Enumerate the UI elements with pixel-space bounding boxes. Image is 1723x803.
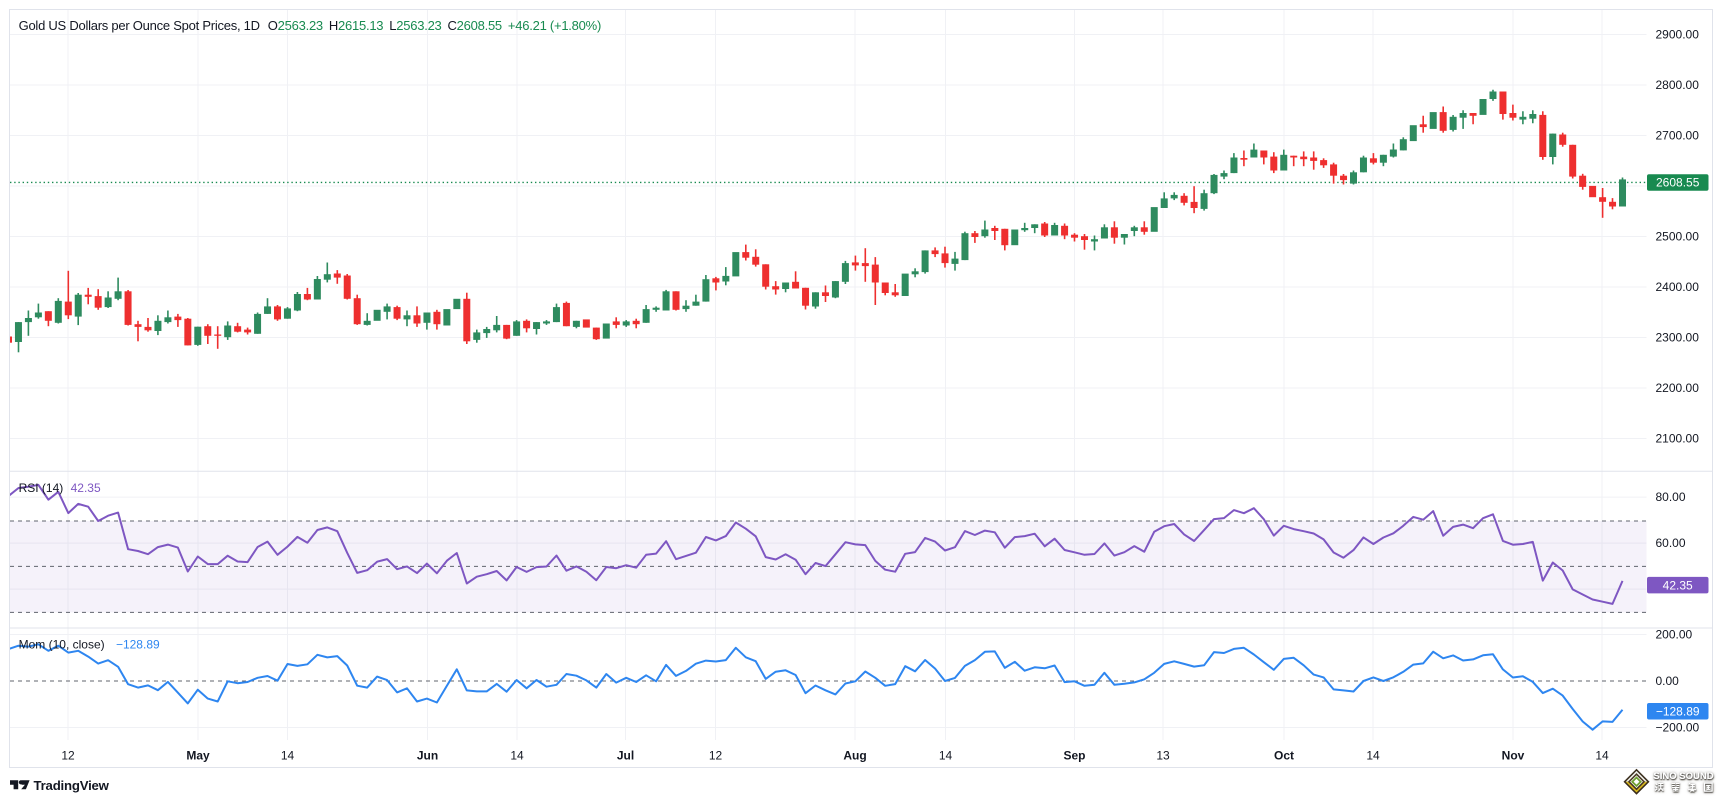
svg-text:2400.00: 2400.00	[1656, 280, 1700, 294]
svg-text:2100.00: 2100.00	[1656, 432, 1700, 446]
svg-text:RSI (14) 42.35: RSI (14) 42.35	[19, 481, 101, 495]
svg-text:14: 14	[510, 749, 524, 763]
svg-text:Gold US Dollars per Ounce Spot: Gold US Dollars per Ounce Spot Prices, 1…	[19, 18, 601, 33]
svg-text:2800.00: 2800.00	[1656, 78, 1700, 92]
svg-text:14: 14	[281, 749, 295, 763]
svg-text:12: 12	[61, 749, 75, 763]
svg-text:Jul: Jul	[617, 749, 634, 763]
svg-text:Aug: Aug	[843, 749, 866, 763]
svg-text:2608.55: 2608.55	[1656, 176, 1700, 190]
svg-text:12: 12	[709, 749, 723, 763]
svg-text:May: May	[186, 749, 210, 763]
svg-text:14: 14	[939, 749, 953, 763]
svg-text:−200.00: −200.00	[1656, 721, 1700, 735]
svg-text:14: 14	[1366, 749, 1380, 763]
svg-text:Sep: Sep	[1063, 749, 1085, 763]
svg-text:SINO SOUND: SINO SOUND	[1653, 771, 1713, 782]
svg-text:60.00: 60.00	[1656, 536, 1686, 550]
svg-text:2900.00: 2900.00	[1656, 28, 1700, 42]
svg-text:2500.00: 2500.00	[1656, 230, 1700, 244]
svg-text:80.00: 80.00	[1656, 490, 1686, 504]
svg-text:TradingView: TradingView	[34, 778, 110, 793]
svg-text:200.00: 200.00	[1656, 628, 1693, 642]
svg-text:0.00: 0.00	[1656, 674, 1680, 688]
svg-text:13: 13	[1156, 749, 1170, 763]
svg-text:2300.00: 2300.00	[1656, 331, 1700, 345]
svg-text:Nov: Nov	[1502, 749, 1525, 763]
svg-text:Mom (10, close) −128.89: Mom (10, close) −128.89	[19, 638, 160, 652]
svg-text:2200.00: 2200.00	[1656, 381, 1700, 395]
svg-text:2700.00: 2700.00	[1656, 129, 1700, 143]
svg-text:14: 14	[1595, 749, 1609, 763]
svg-text:−128.89: −128.89	[1656, 704, 1700, 718]
svg-text:42.35: 42.35	[1663, 578, 1693, 592]
svg-text:Oct: Oct	[1274, 749, 1294, 763]
svg-text:Jun: Jun	[417, 749, 438, 763]
